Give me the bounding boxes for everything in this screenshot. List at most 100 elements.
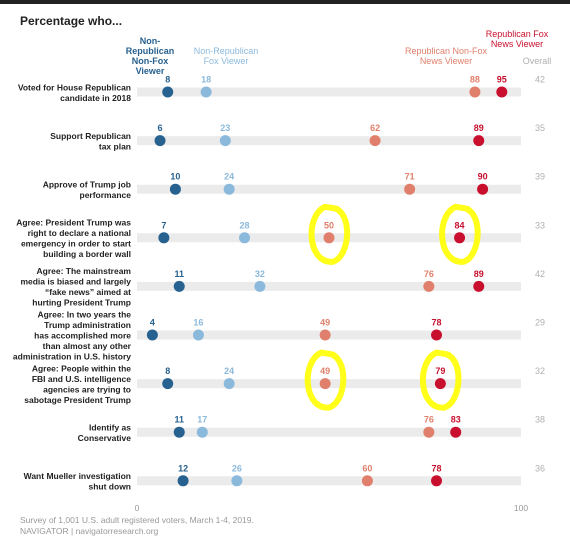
value-label-nonrep_nonfox-row-2: 6 (158, 123, 163, 133)
dot-nonrep_nonfox-row-1 (162, 86, 174, 98)
row-label-6-line-3: has accomplished more (34, 331, 131, 341)
dot-nonrep_fox-row-6 (192, 329, 204, 341)
dot-nonrep_fox-row-7 (223, 378, 235, 390)
value-label-nonrep_fox-row-1: 18 (201, 75, 211, 85)
dot-nonrep_nonfox-row-5 (173, 280, 185, 292)
dot-nonrep_fox-row-2 (219, 135, 231, 147)
value-label-nonrep_fox-row-6: 16 (193, 318, 203, 328)
dot-rep_nonfox-row-5 (423, 280, 435, 292)
source-line-2: NAVIGATOR | navigatorresearch.org (20, 526, 159, 536)
legend-rep-nonfox: Republican Non-Fox News Viewer (404, 46, 488, 66)
value-label-nonrep_nonfox-row-4: 7 (161, 220, 166, 230)
dot-nonrep_nonfox-row-3 (169, 183, 181, 195)
x-tick-0: 0 (135, 503, 140, 513)
value-label-nonrep_nonfox-row-9: 12 (178, 463, 188, 473)
row-label-4-line-3: emergency in order to start (21, 239, 131, 249)
x-tick-100: 100 (514, 503, 528, 513)
value-label-nonrep_nonfox-row-6: 4 (150, 318, 155, 328)
overall-value-row-8: 38 (535, 415, 545, 425)
value-label-rep_fox-row-8: 83 (451, 415, 461, 425)
legend-overall: Overall (522, 56, 552, 66)
row-label-7-line-4: sabotage President Trump (24, 395, 131, 405)
dot-rep_fox-row-8 (450, 426, 462, 438)
value-label-rep_fox-row-2: 89 (474, 123, 484, 133)
value-label-nonrep_fox-row-9: 26 (232, 463, 242, 473)
dot-nonrep_nonfox-row-8 (173, 426, 185, 438)
row-label-3-line-2: performance (80, 190, 132, 200)
value-label-rep_nonfox-row-2: 62 (370, 123, 380, 133)
value-label-rep_nonfox-row-5: 76 (424, 269, 434, 279)
overall-value-row-5: 42 (535, 269, 545, 279)
value-label-rep_nonfox-row-6: 49 (320, 318, 330, 328)
value-label-rep_fox-row-6: 78 (432, 318, 442, 328)
dot-nonrep_fox-row-5 (254, 280, 266, 292)
row-label-4-line-2: right to declare a national (28, 228, 131, 238)
dot-rep_fox-row-7 (434, 378, 446, 390)
dot-nonrep_fox-row-1 (200, 86, 212, 98)
row-label-5-line-2: media is biased and largely (20, 277, 131, 287)
overall-value-row-6: 29 (535, 318, 545, 328)
value-label-rep_nonfox-row-1: 88 (470, 75, 480, 85)
source-note: Survey of 1,001 U.S. adult registered vo… (20, 515, 254, 537)
row-label-7-line-1: Agree: People within the (32, 363, 131, 373)
row-label-5-line-1: Agree: The mainstream (37, 266, 132, 276)
row-label-8-line-2: Conservative (78, 433, 132, 443)
row-label-1-line-1: Voted for House Republican (18, 82, 131, 92)
dot-nonrep_nonfox-row-6 (146, 329, 158, 341)
legend-rep-fox: Republican Fox News Viewer (485, 29, 549, 49)
dot-rep_nonfox-row-3 (404, 183, 416, 195)
value-label-nonrep_fox-row-2: 23 (220, 123, 230, 133)
row-label-5-line-3: “fake news” aimed at (45, 287, 131, 297)
highlight-circle-1 (308, 203, 351, 265)
value-label-rep_fox-row-3: 90 (478, 172, 488, 182)
row-label-9-line-1: Want Mueller investigation (24, 471, 131, 481)
row-label-3-line-1: Approve of Trump job (43, 179, 131, 189)
dot-rep_nonfox-row-8 (423, 426, 435, 438)
row-label-5-line-4: hurting President Trump (32, 298, 131, 308)
value-label-rep_nonfox-row-9: 60 (362, 463, 372, 473)
row-label-6-line-5: administration in U.S. history (13, 352, 131, 362)
value-label-nonrep_fox-row-8: 17 (197, 415, 207, 425)
value-label-rep_fox-row-4: 84 (455, 220, 465, 230)
dot-rep_fox-row-2 (473, 135, 485, 147)
overall-value-row-4: 33 (535, 220, 545, 230)
dot-nonrep_nonfox-row-2 (154, 135, 166, 147)
row-label-9-line-2: shut down (89, 482, 132, 492)
overall-value-row-7: 32 (535, 366, 545, 376)
value-label-rep_fox-row-1: 95 (497, 75, 507, 85)
row-label-8-line-1: Identify as (89, 422, 131, 432)
row-label-6-line-2: Trump administration (44, 320, 131, 330)
value-label-rep_nonfox-row-8: 76 (424, 415, 434, 425)
value-label-nonrep_nonfox-row-7: 8 (165, 366, 170, 376)
dot-rep_fox-row-9 (431, 475, 443, 487)
value-label-nonrep_fox-row-3: 24 (224, 172, 234, 182)
value-label-nonrep_fox-row-4: 28 (240, 220, 250, 230)
row-label-4-line-1: Agree: President Trump was (16, 218, 131, 228)
dot-rep_fox-row-3 (477, 183, 489, 195)
highlight-circle-4 (420, 349, 462, 411)
source-line-1: Survey of 1,001 U.S. adult registered vo… (20, 515, 254, 525)
chart-title: Percentage who... (20, 14, 123, 28)
value-label-rep_fox-row-7: 79 (435, 366, 445, 376)
dot-rep_fox-row-1 (496, 86, 508, 98)
value-label-rep_fox-row-9: 78 (432, 463, 442, 473)
value-label-nonrep_nonfox-row-5: 11 (174, 269, 184, 279)
dot-rep_nonfox-row-4 (323, 232, 335, 244)
row-label-1-line-2: candidate in 2018 (60, 93, 131, 103)
dot-nonrep_nonfox-row-9 (177, 475, 189, 487)
value-label-nonrep_nonfox-row-3: 10 (170, 172, 180, 182)
value-label-nonrep_fox-row-5: 32 (255, 269, 265, 279)
dot-rep_nonfox-row-6 (319, 329, 331, 341)
legend-nonrep-nonfox: Non-Republican Non-Fox Viewer (125, 36, 175, 76)
value-label-nonrep_nonfox-row-8: 11 (174, 415, 184, 425)
dot-nonrep_fox-row-4 (239, 232, 251, 244)
legend-nonrep-fox: Non-Republican Fox Viewer (193, 46, 259, 66)
row-label-7-line-3: agencies are trying to (43, 384, 131, 394)
row-label-2-line-2: tax plan (99, 141, 131, 151)
overall-value-row-1: 42 (535, 75, 545, 85)
dot-nonrep_fox-row-3 (223, 183, 235, 195)
row-label-6-line-1: Agree: In two years the (37, 310, 131, 320)
dot-rep_nonfox-row-7 (319, 378, 331, 390)
dot-rep_fox-row-4 (454, 232, 466, 244)
overall-value-row-9: 36 (535, 463, 545, 473)
